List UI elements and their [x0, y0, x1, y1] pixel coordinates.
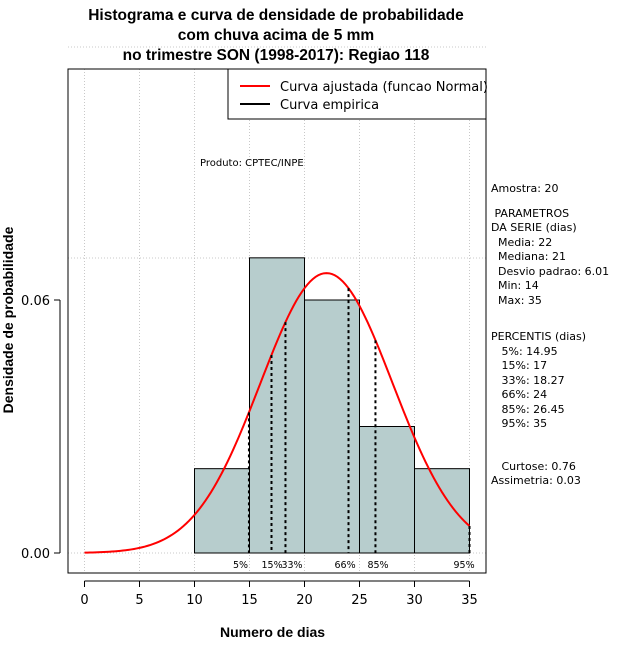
chart-title-line-1: Histograma e curva de densidade de proba…: [88, 7, 464, 24]
normal-curve-line: [84, 272, 471, 554]
stat-p15: 15%: 17: [491, 359, 548, 372]
x-tick-label: 20: [296, 593, 313, 608]
chart-title-line-3: no trimestre SON (1998-2017): Regiao 118: [122, 47, 430, 64]
percentile-label: 66%: [335, 560, 356, 571]
stat-assimetria: Assimetria: 0.03: [491, 474, 581, 487]
legend-label-empirical: Curva empirica: [280, 98, 379, 113]
x-tick-label: 0: [80, 593, 88, 608]
x-tick-label: 30: [406, 593, 423, 608]
stat-p66: 66%: 24: [491, 388, 548, 401]
stat-media: Media: 22: [491, 235, 553, 249]
stat-param-title-2: DA SERIE (dias): [491, 221, 577, 234]
stat-mediana: Mediana: 21: [491, 250, 566, 263]
stat-p33: 33%: 18.27: [491, 373, 565, 387]
histogram-bar: [304, 299, 360, 554]
stat-curtose: Curtose: 0.76: [491, 459, 576, 473]
stat-percentis-title: PERCENTIS (dias): [491, 330, 587, 343]
legend-box: [227, 68, 487, 120]
percentile-label: 33%: [281, 560, 302, 571]
x-tick-label: 35: [461, 593, 478, 608]
stat-amostra: Amostra: 20: [491, 182, 559, 195]
histogram-bar: [414, 468, 470, 554]
legend-label-normal: Curva ajustada (funcao Normal): [280, 80, 488, 95]
stat-max: Max: 35: [491, 293, 542, 307]
percentile-label: 95%: [454, 560, 475, 571]
chart-title: Histograma e curva de densidade de proba…: [0, 6, 552, 66]
y-tick-label: 0.06: [21, 294, 50, 309]
histogram-bar: [359, 426, 415, 554]
chart-title-line-2: com chuva acima de 5 mm: [177, 27, 375, 44]
stat-param-title-1: PARAMETROS: [491, 206, 570, 220]
x-tick-label: 10: [186, 593, 203, 608]
y-axis-label: Densidade de probabilidade: [0, 226, 16, 414]
x-tick-label: 25: [351, 593, 368, 608]
stat-p95: 95%: 35: [491, 417, 548, 430]
stat-p5: 5%: 14.95: [491, 344, 558, 358]
stat-min: Min: 14: [491, 279, 539, 292]
percentile-label: 85%: [367, 560, 388, 571]
x-tick-label: 15: [241, 593, 258, 608]
x-axis-label: Numero de dias: [220, 624, 326, 640]
product-annotation: Produto: CPTEC/INPE: [200, 158, 304, 169]
stats-panel: Amostra: 20 PARAMETROS DA SERIE (dias) Me…: [491, 182, 609, 489]
x-tick-label: 5: [135, 593, 143, 608]
stat-p85: 85%: 26.45: [491, 402, 565, 416]
y-tick-label: 0.00: [21, 547, 50, 562]
percentile-label: 15%: [262, 560, 283, 571]
percentile-label: 5%: [233, 560, 248, 571]
histogram-bar: [194, 468, 250, 554]
stat-desvio: Desvio padrao: 6.01: [491, 264, 610, 278]
